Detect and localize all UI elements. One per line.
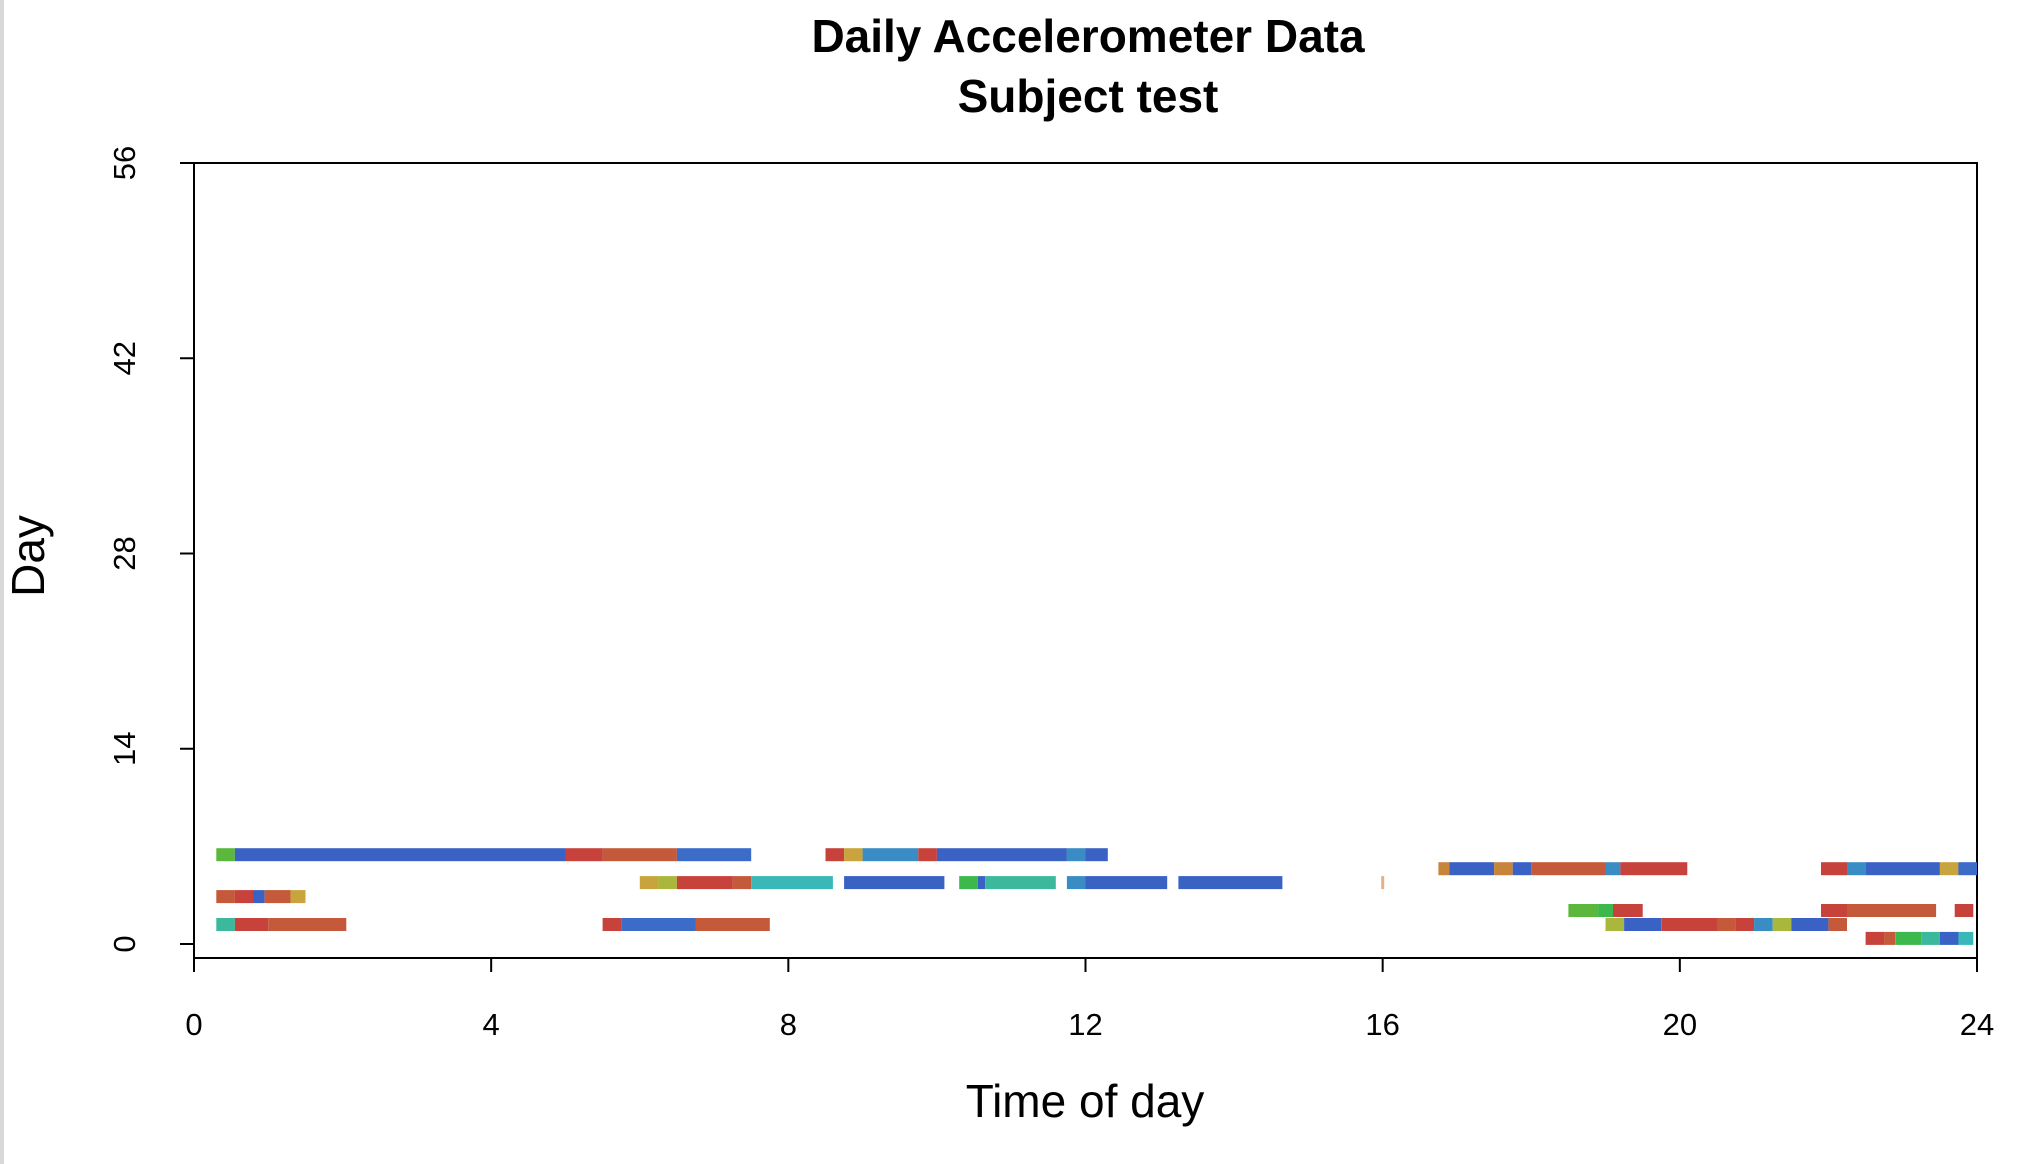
activity-segment [1717, 918, 1736, 931]
activity-segment [264, 890, 291, 904]
activity-segment [1531, 862, 1606, 876]
activity-segment [1620, 862, 1688, 876]
activity-segment [676, 876, 733, 890]
activity-segment [1921, 931, 1940, 945]
y-axis: 0 14 28 42 56 [107, 146, 195, 953]
activity-segment [1085, 876, 1168, 890]
activity-segment [1895, 931, 1922, 945]
activity-segment [602, 918, 622, 931]
activity-segment [658, 876, 677, 890]
activity-segment [1847, 904, 1937, 917]
activity-segment [1772, 918, 1792, 931]
activity-segment [1178, 876, 1283, 890]
x-tick-label: 16 [1365, 1007, 1399, 1042]
activity-segment [290, 890, 306, 904]
activity-segment [1958, 931, 1974, 945]
activity-segment [1512, 862, 1532, 876]
chart-title: Daily Accelerometer Data [811, 10, 1365, 62]
activity-segment [1381, 876, 1385, 890]
window-edge [0, 0, 4, 1164]
activity-segment [1821, 904, 1847, 917]
x-axis: 0 4 8 12 16 20 24 [185, 957, 1994, 1042]
activity-segment [732, 876, 752, 890]
activity-segment [602, 848, 677, 862]
activity-segment [977, 876, 986, 890]
activity-segment [1958, 862, 1977, 876]
activity-segment [1605, 918, 1625, 931]
activity-segment [751, 876, 833, 890]
activity-segment [1066, 848, 1086, 862]
activity-segment [1754, 918, 1773, 931]
activity-segment [862, 848, 919, 862]
x-tick-label: 12 [1068, 1007, 1102, 1042]
activity-segment [1449, 862, 1495, 876]
activity-segment [565, 848, 603, 862]
activity-segment [959, 876, 978, 890]
x-tick-label: 24 [1960, 1007, 1994, 1042]
activity-segment [985, 876, 1056, 890]
activity-segment [844, 848, 863, 862]
activity-segment [1661, 918, 1717, 931]
activity-segment [1613, 904, 1643, 917]
activity-segment [1847, 862, 1866, 876]
activity-segment [1828, 918, 1847, 931]
activity-segment [844, 876, 945, 890]
activity-segment [1066, 876, 1086, 890]
activity-segment [1085, 848, 1108, 862]
y-tick-label: 56 [107, 146, 142, 180]
activity-segment [1954, 904, 1974, 917]
activity-segment [1865, 862, 1940, 876]
plot-frame [193, 162, 1978, 959]
activity-segment [234, 918, 269, 931]
activity-segment [1568, 904, 1599, 917]
activity-segment [1624, 918, 1662, 931]
activity-segment [1494, 862, 1513, 876]
activity-segment [1865, 931, 1885, 945]
y-tick-label: 14 [107, 732, 142, 766]
activity-segment [825, 848, 845, 862]
activity-segment [216, 890, 235, 904]
activity-segment [1939, 931, 1959, 945]
activity-segment [1735, 918, 1755, 931]
activity-segment [216, 918, 235, 931]
activity-segment [621, 918, 696, 931]
x-tick-label: 4 [483, 1007, 500, 1042]
activity-segment [1598, 904, 1613, 917]
activity-segment [676, 848, 752, 862]
activity-segment [234, 890, 254, 904]
activity-segment [1821, 862, 1847, 876]
activity-segment [1939, 862, 1959, 876]
chart-subtitle: Subject test [958, 70, 1219, 122]
y-axis-title: Day [2, 515, 54, 597]
activity-segment [1438, 862, 1450, 876]
activity-segment [1884, 931, 1896, 945]
activity-segment [695, 918, 770, 931]
y-tick-label: 0 [107, 935, 142, 952]
activity-segment [918, 848, 937, 862]
activity-segment [936, 848, 1067, 862]
y-tick-label: 28 [107, 536, 142, 570]
x-tick-label: 8 [780, 1007, 797, 1042]
activity-segment [268, 918, 347, 931]
activity-segment [234, 848, 566, 862]
y-tick-label: 42 [107, 341, 142, 375]
activity-segment [639, 876, 659, 890]
activity-segment [1605, 862, 1621, 876]
activity-segment [216, 848, 235, 862]
x-tick-label: 20 [1663, 1007, 1697, 1042]
activity-segments [216, 848, 1977, 945]
x-axis-title: Time of day [966, 1075, 1205, 1127]
activity-segment [1791, 918, 1829, 931]
x-tick-label: 0 [185, 1007, 202, 1042]
activity-segment [253, 890, 265, 904]
